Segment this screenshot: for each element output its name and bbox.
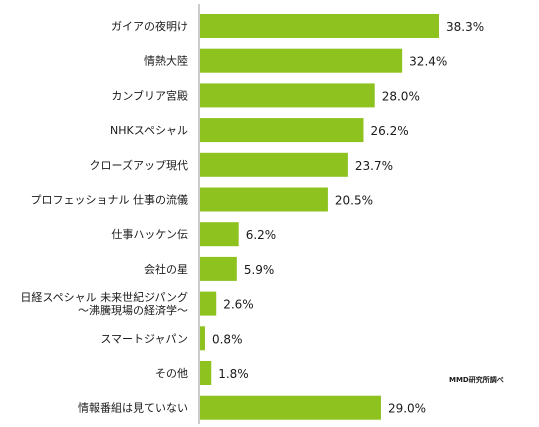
bar (200, 118, 364, 143)
category-label-line: 情報番組は見ていない (78, 402, 188, 415)
bar (200, 222, 239, 247)
bar (200, 187, 328, 212)
category-label-line: クローズアップ現代 (90, 158, 188, 172)
category-label-line: 日経スペシャル 未来世紀ジパング (20, 290, 188, 304)
value-label: 20.5% (335, 194, 373, 208)
value-label: 38.3% (446, 20, 484, 34)
category-label: スマートジャパン (100, 332, 188, 345)
category-label-line: カンブリア宮殿 (111, 88, 188, 102)
bar (200, 48, 403, 73)
bar (200, 291, 217, 316)
category-label: 情熱大陸 (144, 54, 188, 68)
value-label: 5.9% (244, 263, 274, 277)
bar (200, 83, 375, 108)
category-label: カンブリア宮殿 (111, 88, 188, 102)
category-label-line: その他 (155, 367, 188, 380)
bar (200, 256, 237, 281)
category-label: その他 (155, 367, 188, 380)
category-label-line: スマートジャパン (100, 332, 188, 345)
bar (200, 14, 439, 38)
category-label: 日経スペシャル 未来世紀ジパング〜沸騰現場の経済学〜 (20, 290, 188, 317)
category-label-line: 〜沸騰現場の経済学〜 (78, 303, 188, 317)
value-label: 23.7% (355, 159, 393, 173)
value-label: 0.8% (212, 332, 243, 346)
category-label: ガイアの夜明け (111, 19, 188, 33)
value-label: 32.4% (409, 55, 447, 69)
category-label-line: プロフェッショナル 仕事の流儀 (31, 193, 189, 207)
bar (200, 361, 212, 385)
category-label: 会社の星 (144, 262, 188, 276)
category-label-line: 情熱大陸 (144, 54, 188, 68)
category-label: 情報番組は見ていない (78, 402, 188, 415)
category-label: クローズアップ現代 (90, 158, 188, 172)
value-label: 28.0% (382, 89, 420, 103)
value-label: 26.2% (370, 124, 408, 138)
category-label-line: NHKスペシャル (110, 124, 188, 137)
bar (200, 395, 381, 420)
value-label: 1.8% (218, 367, 249, 381)
source-note: MMD研究所調べ (449, 376, 504, 384)
bar (200, 326, 205, 351)
value-label: 6.2% (246, 228, 276, 242)
value-label: 29.0% (388, 402, 426, 416)
category-label-line: ガイアの夜明け (111, 19, 188, 33)
category-label: 仕事ハッケン伝 (111, 228, 188, 241)
category-label: NHKスペシャル (110, 124, 188, 137)
bar (200, 152, 348, 177)
category-label: プロフェッショナル 仕事の流儀 (31, 193, 189, 207)
value-label: 2.6% (223, 298, 254, 312)
category-label-line: 会社の星 (144, 262, 188, 276)
category-label-line: 仕事ハッケン伝 (111, 228, 188, 241)
